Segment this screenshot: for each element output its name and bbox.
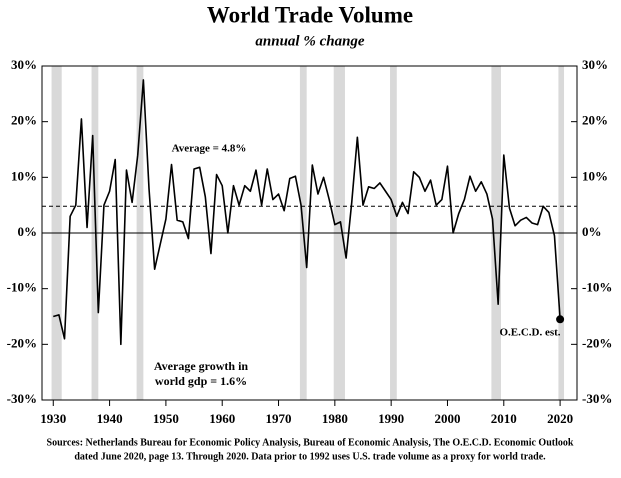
y-tick-label: 20% (11, 113, 37, 128)
x-tick-label: 1980 (322, 411, 348, 426)
estimate-marker (556, 315, 565, 324)
y-tick-label: -10% (7, 280, 37, 295)
y2-tick-label: 10% (582, 168, 608, 183)
annotation: O.E.C.D. est. (499, 327, 560, 339)
x-tick-label: 2020 (547, 411, 573, 426)
data-line (53, 79, 561, 346)
chart-title: World Trade Volume (207, 2, 413, 27)
y2-tick-label: -30% (582, 391, 612, 406)
y-tick-label: -30% (7, 391, 37, 406)
annotation: Average = 4.8% (172, 143, 247, 155)
x-tick-label: 1960 (209, 411, 235, 426)
source-line: dated June 2020, page 13. Through 2020. … (74, 451, 546, 462)
x-tick-label: 1970 (266, 411, 292, 426)
x-tick-label: 1950 (153, 411, 179, 426)
y-tick-label: 10% (11, 168, 37, 183)
x-tick-label: 1990 (378, 411, 404, 426)
y-tick-label: 0% (18, 224, 38, 239)
y2-tick-label: -20% (582, 335, 612, 350)
y-tick-label: 30% (11, 57, 37, 72)
x-tick-label: 2010 (491, 411, 517, 426)
y2-tick-label: -10% (582, 280, 612, 295)
annotation: world gdp = 1.6% (155, 374, 247, 388)
x-tick-label: 1940 (97, 411, 123, 426)
y2-tick-label: 30% (582, 57, 608, 72)
x-tick-label: 1930 (40, 411, 66, 426)
annotation: Average growth in (154, 359, 249, 373)
y-tick-label: -20% (7, 335, 37, 350)
y2-tick-label: 20% (582, 113, 608, 128)
x-tick-label: 2000 (434, 411, 460, 426)
y2-tick-label: 0% (582, 224, 602, 239)
source-line: Sources: Netherlands Bureau for Economic… (47, 437, 574, 448)
chart-subtitle: annual % change (255, 33, 365, 49)
